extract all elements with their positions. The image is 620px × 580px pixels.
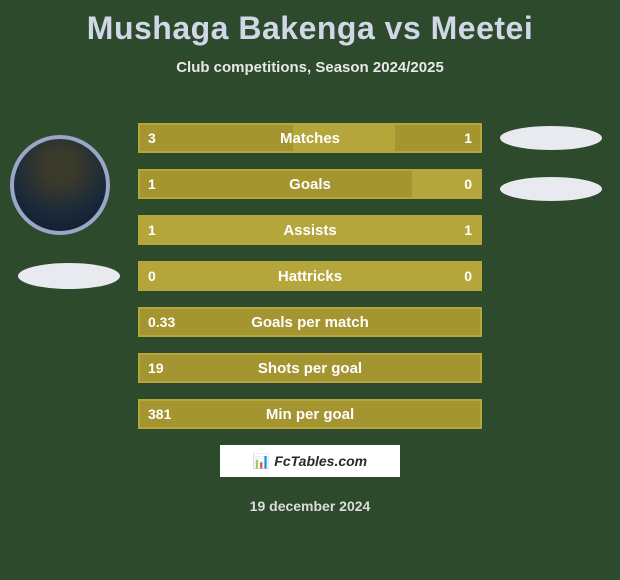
- player-left-avatar: [10, 135, 110, 235]
- stat-label: Matches: [140, 130, 480, 147]
- page-title: Mushaga Bakenga vs Meetei: [0, 0, 620, 47]
- stat-right-value: 1: [464, 222, 472, 238]
- stat-row: 0.33Goals per match: [138, 307, 482, 337]
- stat-row: 3Matches1: [138, 123, 482, 153]
- page-subtitle: Club competitions, Season 2024/2025: [0, 59, 620, 76]
- stat-right-value: 1: [464, 130, 472, 146]
- comparison-rows: 3Matches11Goals01Assists10Hattricks00.33…: [138, 123, 482, 445]
- stat-right-value: 0: [464, 268, 472, 284]
- date-text: 19 december 2024: [250, 498, 371, 514]
- stat-row: 19Shots per goal: [138, 353, 482, 383]
- chart-icon: 📊: [253, 453, 270, 470]
- player-right-name-placeholder: [500, 177, 602, 201]
- player-left-name-placeholder: [18, 263, 120, 289]
- stat-row: 0Hattricks0: [138, 261, 482, 291]
- stat-label: Goals per match: [140, 314, 480, 331]
- stat-row: 381Min per goal: [138, 399, 482, 429]
- stat-label: Hattricks: [140, 268, 480, 285]
- branding-badge: 📊 FcTables.com: [220, 445, 400, 477]
- stat-right-value: 0: [464, 176, 472, 192]
- stat-row: 1Goals0: [138, 169, 482, 199]
- stat-label: Assists: [140, 222, 480, 239]
- stat-label: Shots per goal: [140, 360, 480, 377]
- stat-label: Min per goal: [140, 406, 480, 423]
- stat-label: Goals: [140, 176, 480, 193]
- stat-row: 1Assists1: [138, 215, 482, 245]
- player-right-avatar-placeholder: [500, 126, 602, 150]
- branding-text: FcTables.com: [274, 453, 367, 469]
